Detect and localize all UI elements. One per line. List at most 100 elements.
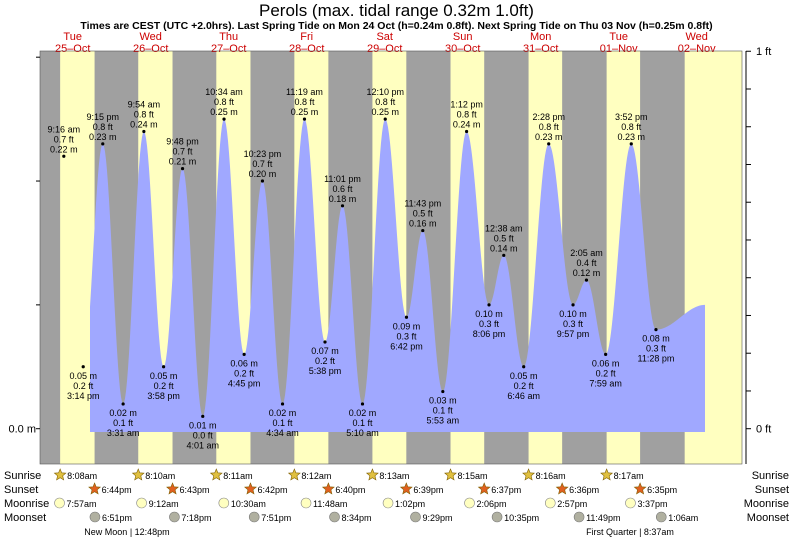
low-tide-ft: 0.2 ft bbox=[514, 381, 535, 391]
moonset-time: 7:18pm bbox=[181, 513, 211, 523]
row-label-sunset-left: Sunset bbox=[4, 484, 38, 496]
sunset-icon bbox=[244, 482, 257, 495]
sunrise-icon bbox=[287, 468, 301, 481]
low-tide-time: 6:42 pm bbox=[390, 341, 423, 351]
sunrise-icon bbox=[209, 468, 223, 481]
high-tide-point bbox=[547, 142, 551, 146]
moonset-icon bbox=[169, 511, 180, 523]
high-tide-ft: 0.8 ft bbox=[294, 97, 315, 107]
moonset-time: 10:35pm bbox=[504, 513, 539, 523]
high-tide-time: 12:10 pm bbox=[366, 87, 404, 97]
sunset-time: 6:39pm bbox=[413, 485, 443, 495]
low-tide-ft: 0.2 ft bbox=[596, 368, 617, 378]
sunrise-icon bbox=[365, 468, 379, 481]
moonrise-time: 3:37pm bbox=[637, 499, 667, 509]
sunset-time: 6:37pm bbox=[491, 485, 521, 495]
high-tide-point bbox=[465, 129, 469, 134]
day-date: 25–Oct bbox=[55, 43, 90, 55]
low-tide-ft: 0.2 ft bbox=[315, 356, 336, 366]
moon-phase-new-moon: New Moon | 12:48pm bbox=[84, 527, 169, 537]
high-tide-point bbox=[302, 117, 307, 121]
moonrise-icon bbox=[218, 497, 230, 509]
low-tide-m: 0.03 m bbox=[429, 396, 457, 406]
high-tide-ft: 0.8 ft bbox=[214, 97, 235, 107]
low-tide-ft: 0.3 ft bbox=[563, 319, 584, 329]
day-date: 02–Nov bbox=[678, 43, 716, 55]
high-tide-time: 11:19 am bbox=[286, 87, 323, 97]
day-name: Fri bbox=[300, 31, 313, 43]
high-tide-ft: 0.5 ft bbox=[494, 233, 515, 243]
moonrise-time: 1:02pm bbox=[395, 499, 425, 509]
low-tide-ft: 0.1 ft bbox=[113, 418, 134, 428]
tide-labels: 9:16 am0.7 ft0.22 m0.05 m0.2 ft3:14 pm9:… bbox=[48, 87, 675, 450]
moonset-time: 1:06am bbox=[668, 513, 698, 523]
right-axis-top-label: 1 ft bbox=[756, 46, 771, 58]
high-tide-m: 0.23 m bbox=[535, 132, 563, 142]
high-tide-ft: 0.8 ft bbox=[621, 122, 642, 132]
moonset-icon bbox=[248, 511, 260, 523]
sunrise-time: 8:13am bbox=[379, 471, 409, 481]
low-tide-time: 3:31 am bbox=[107, 428, 140, 438]
low-tide-m: 0.05 m bbox=[69, 371, 97, 381]
day-name: Wed bbox=[685, 31, 707, 43]
low-tide-time: 5:53 am bbox=[427, 416, 460, 426]
sunset-icon bbox=[88, 482, 102, 495]
row-label-sunset-right: Sunset bbox=[755, 484, 789, 496]
high-tide-ft: 0.8 ft bbox=[539, 122, 560, 132]
moonset-time: 11:49pm bbox=[586, 513, 620, 523]
chart-subtitle: Times are CEST (UTC +2.0hrs). Last Sprin… bbox=[80, 20, 712, 32]
high-tide-point bbox=[260, 179, 265, 183]
low-tide-m: 0.02 m bbox=[109, 408, 137, 418]
high-tide-time: 9:48 pm bbox=[166, 137, 199, 147]
row-label-moonset-right: Moonset bbox=[747, 512, 789, 524]
low-tide-point bbox=[360, 402, 365, 406]
day-date: 31–Oct bbox=[523, 43, 558, 55]
low-tide-time: 9:57 pm bbox=[557, 329, 590, 339]
low-tide-m: 0.01 m bbox=[189, 420, 217, 430]
moonset-time: 9:29pm bbox=[423, 513, 453, 523]
row-label-sunrise-left: Sunrise bbox=[4, 470, 41, 482]
sunrise-icon bbox=[53, 468, 67, 481]
high-tide-time: 11:01 pm bbox=[324, 174, 361, 184]
low-tide-point bbox=[280, 402, 285, 406]
sunset-icon bbox=[555, 482, 569, 495]
high-tide-ft: 0.8 ft bbox=[93, 122, 114, 132]
high-tide-ft: 0.7 ft bbox=[54, 134, 75, 144]
low-tide-ft: 0.1 ft bbox=[352, 418, 373, 428]
low-tide-time: 7:59 am bbox=[589, 378, 622, 388]
day-headers: Tue25–OctWed26–OctThu27–OctFri28–OctSat2… bbox=[55, 31, 716, 55]
plot-frame bbox=[39, 50, 743, 465]
low-tide-point bbox=[242, 352, 246, 357]
sunrise-icon bbox=[131, 468, 145, 481]
high-tide-ft: 0.8 ft bbox=[134, 109, 155, 119]
moonrise-time: 10:30am bbox=[231, 499, 266, 509]
moonset-icon bbox=[89, 511, 101, 523]
low-tide-ft: 0.0 ft bbox=[193, 430, 214, 440]
high-tide-time: 2:28 pm bbox=[532, 112, 565, 122]
high-tide-m: 0.21 m bbox=[169, 157, 197, 167]
low-tide-m: 0.06 m bbox=[230, 358, 258, 368]
high-tide-time: 9:15 pm bbox=[86, 112, 119, 122]
chart-title: Perols (max. tidal range 0.32m 1.0ft) bbox=[259, 1, 534, 20]
low-tide-time: 4:45 pm bbox=[228, 378, 261, 388]
day-name: Thu bbox=[219, 31, 238, 43]
low-tide-point bbox=[404, 315, 409, 319]
low-tide-m: 0.02 m bbox=[349, 408, 377, 418]
moonrise-icon bbox=[625, 497, 636, 509]
low-tide-point bbox=[201, 414, 205, 418]
sunset-time: 6:43pm bbox=[180, 485, 210, 495]
high-tide-ft: 0.8 ft bbox=[457, 109, 478, 119]
day-date: 28–Oct bbox=[289, 43, 324, 55]
high-tide-time: 1:12 pm bbox=[450, 99, 483, 109]
sunrise-icon bbox=[600, 468, 614, 481]
high-tide-ft: 0.8 ft bbox=[375, 97, 396, 107]
high-tide-time: 12:38 am bbox=[485, 223, 523, 233]
low-tide-time: 3:14 pm bbox=[67, 391, 100, 401]
sunrise-time: 8:12am bbox=[301, 471, 331, 481]
low-tide-point bbox=[654, 328, 658, 332]
low-tide-ft: 0.1 ft bbox=[273, 418, 294, 428]
low-tide-ft: 0.3 ft bbox=[479, 319, 500, 329]
high-tide-point bbox=[340, 204, 345, 208]
sunset-icon bbox=[477, 482, 491, 495]
